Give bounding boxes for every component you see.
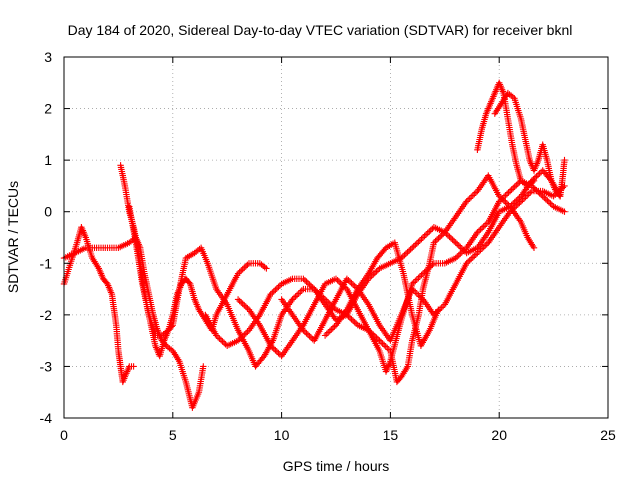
x-tick-label: 5 (169, 427, 177, 443)
grid-lines (64, 57, 608, 418)
x-tick-label: 15 (383, 427, 399, 443)
plus-markers (117, 162, 270, 360)
chart-title: Day 184 of 2020, Sidereal Day-to-day VTE… (68, 22, 573, 38)
y-tick-label: -2 (40, 307, 53, 323)
y-tick-label: -1 (40, 255, 53, 271)
plus-markers (321, 239, 442, 349)
series-track-9 (474, 79, 538, 190)
y-tick-label: 1 (44, 152, 52, 168)
x-tick-label: 0 (60, 427, 68, 443)
y-tick-label: -3 (40, 358, 53, 374)
x-axis-label: GPS time / hours (283, 458, 390, 474)
x-tick-label: 25 (600, 427, 616, 443)
series-track-3 (117, 162, 270, 360)
series-track-7 (278, 182, 568, 344)
y-tick-label: 3 (44, 49, 52, 65)
data-markers (60, 79, 568, 411)
series-track-10 (491, 89, 568, 200)
plot-frame (63, 56, 609, 419)
plus-markers (491, 89, 568, 200)
y-tick-label: 2 (44, 101, 52, 117)
x-tick-label: 10 (274, 427, 290, 443)
plus-markers (278, 182, 568, 344)
y-tick-label: -4 (40, 410, 53, 426)
x-tick-label: 20 (491, 427, 507, 443)
plus-markers (126, 167, 564, 386)
series-track-4 (126, 167, 564, 386)
y-tick-label: 0 (44, 204, 52, 220)
plus-markers (474, 79, 538, 190)
y-axis-label: SDTVAR / TECUs (5, 181, 21, 293)
axis-ticks: 0 5 10 15 20 25 -4 -3 -2 -1 0 1 2 3 (40, 49, 616, 443)
series-track-8 (321, 239, 442, 349)
